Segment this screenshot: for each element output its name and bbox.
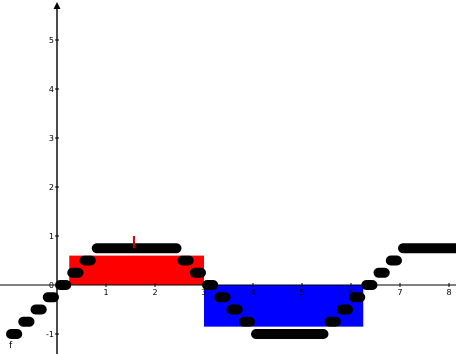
x-tick-label: 4 [250, 288, 255, 297]
y-tick-label: 5 [49, 36, 54, 45]
x-tick-label: 3 [201, 288, 206, 297]
y-axis-arrow-icon [53, 2, 61, 9]
y-tick-label: 0 [49, 281, 54, 290]
y-tick-label: 4 [49, 85, 54, 94]
x-tick-label: 5 [299, 288, 304, 297]
shaded-regions [69, 255, 364, 327]
y-tick-label: -1 [46, 330, 54, 339]
y-tick-label: 1 [49, 232, 54, 241]
step-function-f [6, 243, 456, 339]
x-tick-label: 1 [103, 288, 108, 297]
x-tick-label: 7 [397, 288, 402, 297]
x-tick-label: 6 [348, 288, 353, 297]
x-tick-label: 8 [446, 288, 451, 297]
y-tick-label: 2 [49, 183, 54, 192]
x-tick-label: 2 [152, 288, 157, 297]
function-label: f [9, 341, 13, 351]
y-tick-label: 3 [49, 134, 54, 143]
